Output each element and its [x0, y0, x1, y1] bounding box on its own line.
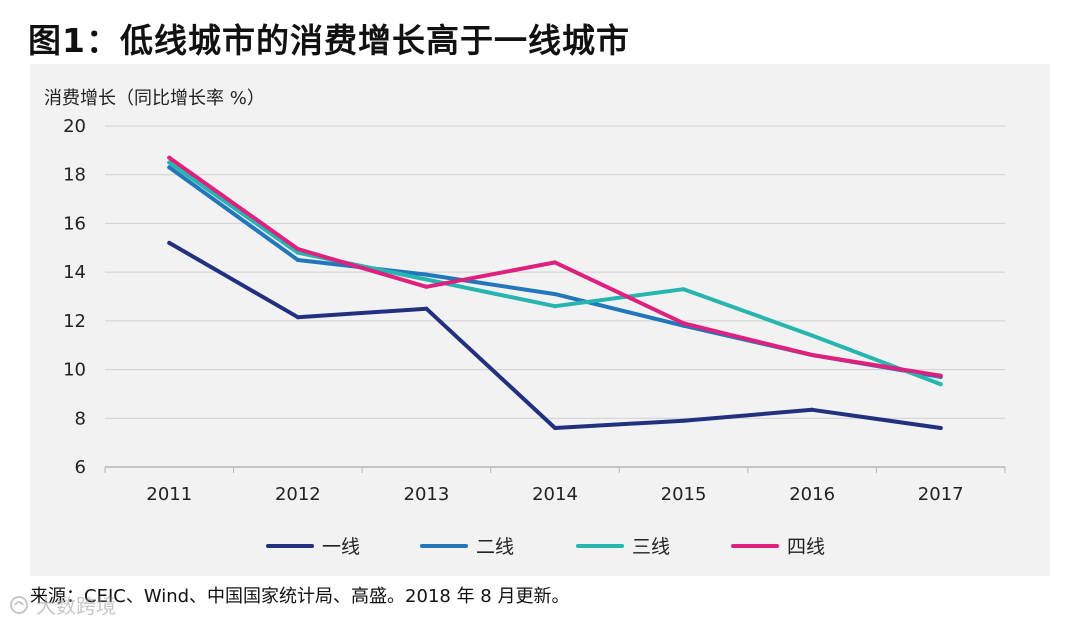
legend-label: 一线 [322, 536, 360, 558]
x-tick-label: 2012 [275, 484, 321, 505]
source-note: 来源：CEIC、Wind、中国国家统计局、高盛。2018 年 8 月更新。 [30, 586, 570, 607]
chart-panel: 6 8 10 12 14 16 18 20 2011 2012 2013 2014 2015 2016 20… [30, 64, 1050, 576]
data-point [810, 407, 815, 412]
x-tick-label: 2014 [532, 484, 578, 505]
y-tick-label: 12 [63, 311, 86, 332]
data-point [553, 426, 557, 431]
data-point [938, 382, 943, 387]
data-point [810, 333, 815, 338]
data-point [424, 284, 429, 289]
x-tick-label: 2017 [918, 484, 964, 505]
y-tick-label: 18 [63, 165, 86, 186]
data-point [553, 304, 557, 309]
data-point [295, 257, 300, 262]
data-point [424, 277, 429, 282]
y-tick-label: 6 [75, 457, 86, 478]
legend-label: 三线 [632, 536, 670, 558]
y-tick-label: 16 [63, 213, 86, 234]
y-tick-label: 10 [63, 360, 86, 381]
x-tick-label: 2013 [404, 484, 450, 505]
data-point [167, 160, 172, 165]
series-line-3 [167, 160, 943, 387]
data-point [167, 155, 172, 160]
line-chart: 6 8 10 12 14 16 18 20 2011 2012 2013 2014 2015 2016 20… [44, 88, 1006, 558]
x-tick-label: 2016 [789, 484, 835, 505]
legend: 一线 二线 三线 四线 [266, 536, 825, 558]
y-tick-label: 20 [63, 116, 86, 137]
gridlines [105, 125, 1005, 468]
data-point [938, 373, 943, 378]
data-point [681, 418, 686, 423]
series-line-1 [167, 240, 943, 430]
data-point [553, 292, 557, 297]
data-point [167, 240, 172, 245]
legend-label: 四线 [787, 536, 825, 558]
data-point [681, 321, 686, 326]
data-point [810, 352, 815, 357]
data-point [424, 306, 429, 311]
data-point [553, 260, 557, 265]
x-tick-label: 2011 [146, 484, 192, 505]
y-tick-label: 14 [63, 262, 86, 283]
series-lines [167, 155, 943, 431]
legend-label: 二线 [476, 536, 514, 558]
axes: 6 8 10 12 14 16 18 20 2011 2012 2013 2014 2015 2016 20… [63, 116, 1006, 505]
data-point [424, 272, 429, 277]
data-point [167, 165, 172, 170]
watermark-logo-icon [10, 595, 28, 614]
data-point [295, 247, 300, 252]
y-axis-label: 消费增长（同比增长率 %） [44, 88, 265, 109]
watermark-text: 大数跨境 [36, 594, 116, 618]
data-point [681, 287, 686, 292]
data-point [295, 250, 300, 255]
page-title: 图1：低线城市的消费增长高于一线城市 [28, 21, 630, 60]
y-tick-label: 8 [75, 408, 86, 429]
data-point [295, 315, 300, 320]
watermark: 大数跨境 [8, 590, 116, 619]
x-tick-label: 2015 [661, 484, 707, 505]
series-line-4 [167, 155, 943, 378]
data-point [938, 426, 943, 431]
